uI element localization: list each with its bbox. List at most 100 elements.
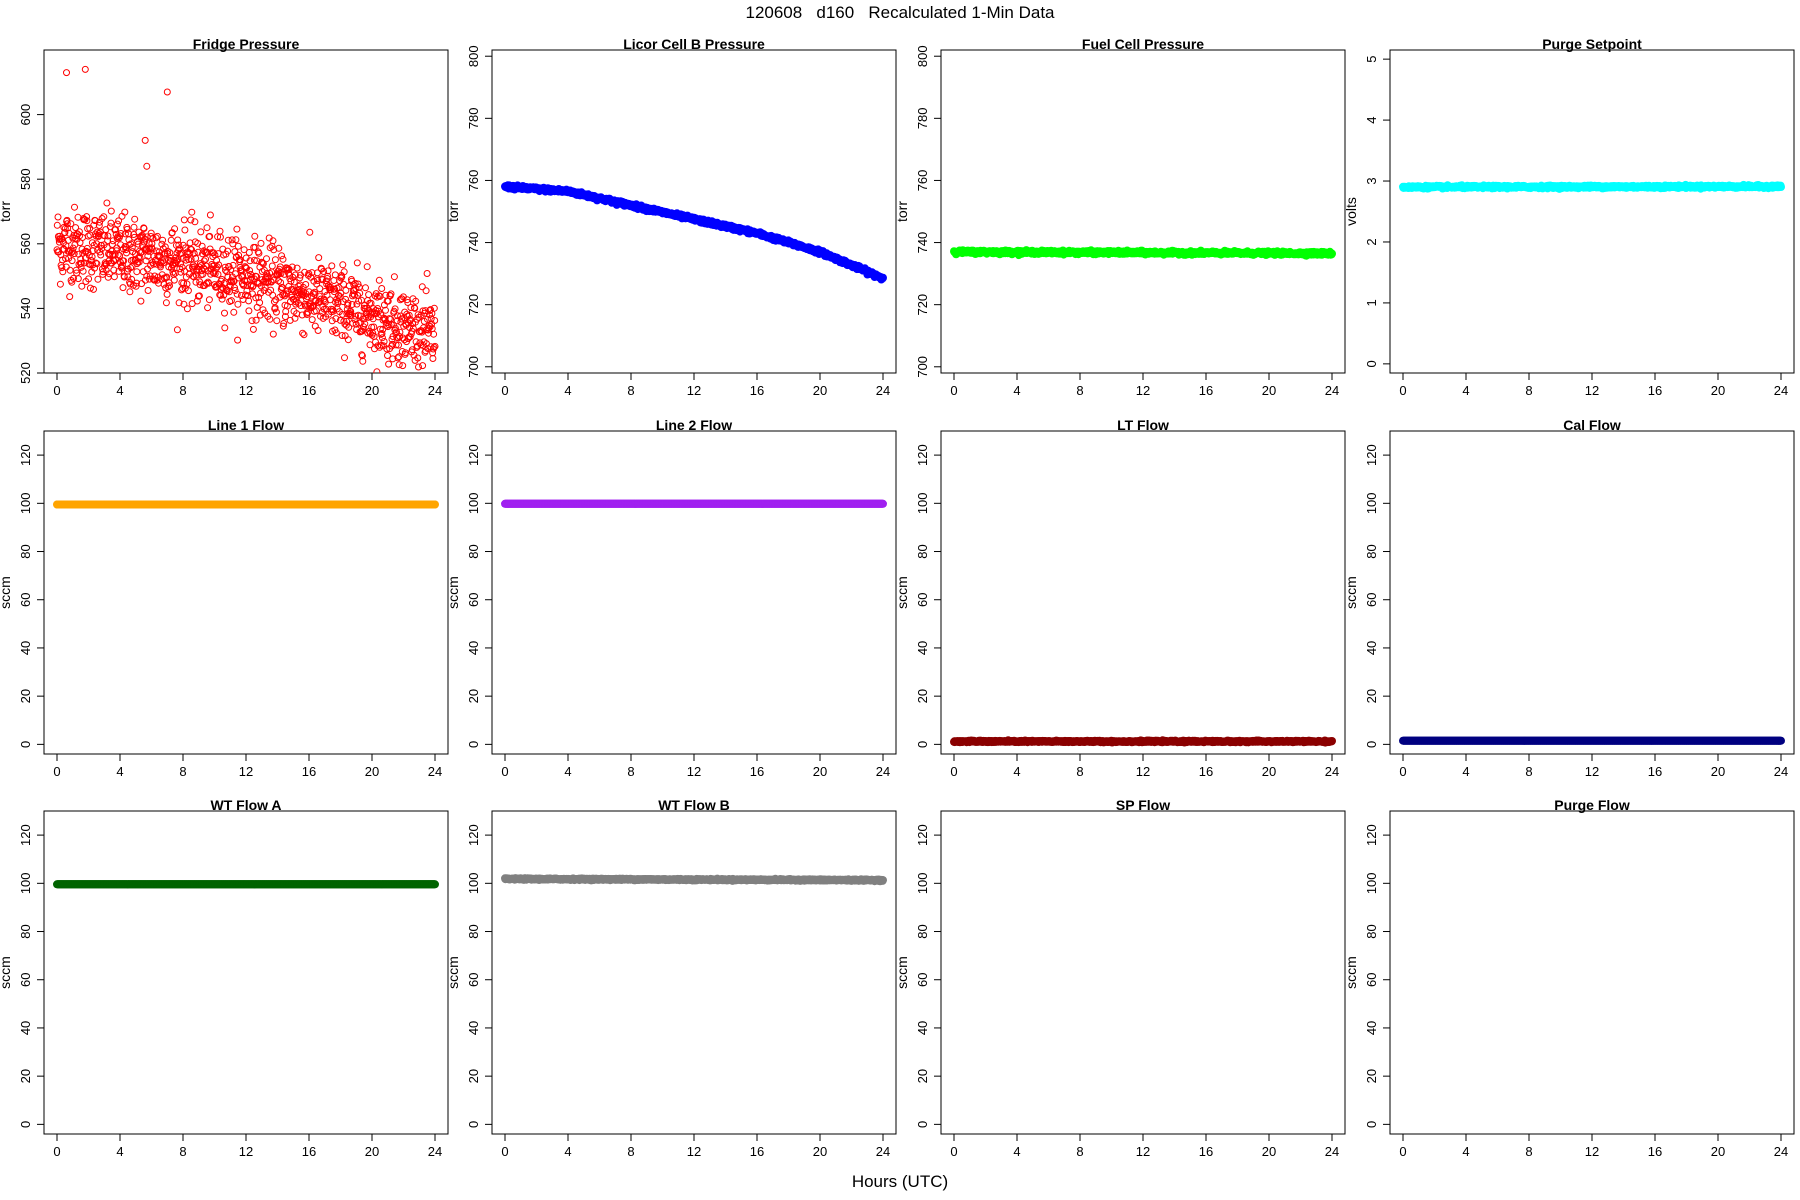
data-point	[252, 294, 260, 302]
data-point	[203, 224, 211, 232]
data-point	[415, 363, 422, 371]
y-tick-label: 5	[1364, 56, 1379, 63]
data-point	[61, 224, 69, 232]
data-point	[270, 246, 278, 254]
data-point	[366, 341, 374, 349]
panel-title: Line 2 Flow	[656, 417, 732, 433]
data-point-outlier	[63, 69, 70, 77]
data-point	[216, 233, 224, 241]
x-tick-label: 4	[564, 764, 571, 779]
data-point	[387, 290, 395, 298]
y-tick-label: 780	[466, 107, 481, 129]
data-point	[377, 330, 385, 338]
data-point	[332, 329, 340, 337]
data-point	[103, 244, 111, 251]
data-point	[270, 298, 278, 306]
data-point	[314, 327, 322, 334]
data-point	[314, 277, 322, 284]
x-tick-label: 16	[750, 383, 764, 398]
data-point	[378, 334, 386, 342]
data-point	[330, 277, 338, 284]
data-point	[353, 259, 361, 267]
data-point	[248, 317, 256, 325]
data-point	[320, 268, 328, 275]
y-tick-label: 520	[18, 362, 33, 384]
data-point	[218, 295, 226, 303]
data-point	[373, 368, 381, 373]
x-tick-label: 20	[813, 764, 827, 779]
data-point	[75, 228, 83, 236]
data-point	[241, 263, 249, 271]
data-point	[348, 301, 356, 308]
data-point	[197, 228, 205, 236]
data-point	[177, 260, 184, 268]
data-point	[255, 293, 263, 301]
data-point	[405, 311, 413, 319]
data-point	[168, 229, 176, 237]
y-tick-label: 20	[466, 689, 481, 703]
data-point	[280, 320, 288, 327]
data-point	[66, 266, 74, 274]
data-point	[305, 270, 313, 278]
data-point	[352, 312, 359, 320]
data-point	[118, 264, 126, 272]
y-axis-label: volts	[1343, 197, 1359, 226]
data-point	[418, 283, 426, 291]
data-point	[256, 311, 264, 319]
data-point	[120, 273, 128, 281]
data-point	[72, 224, 80, 232]
data-point	[249, 325, 257, 333]
data-point	[192, 254, 200, 262]
data-point	[326, 296, 334, 304]
y-tick-label: 780	[915, 107, 930, 129]
data-point	[284, 287, 292, 295]
data-point	[63, 220, 71, 228]
data-point	[308, 316, 316, 324]
data-point	[115, 217, 123, 225]
y-tick-label: 40	[18, 641, 33, 655]
data-point	[94, 275, 102, 283]
data-point	[83, 217, 91, 225]
data-point	[350, 287, 358, 294]
x-tick-label: 16	[1199, 383, 1213, 398]
data-point	[180, 300, 188, 308]
data-point	[419, 362, 427, 370]
data-point	[189, 272, 197, 280]
data-point	[393, 317, 401, 325]
data-point	[68, 257, 76, 265]
data-point	[200, 257, 208, 265]
data-point	[234, 300, 242, 308]
data-point	[351, 279, 359, 287]
data-point	[164, 247, 172, 255]
data-point	[297, 302, 305, 310]
data-point	[344, 299, 352, 307]
data-point	[407, 304, 415, 311]
data-point	[427, 306, 434, 314]
data-point	[214, 250, 222, 258]
data-point	[427, 343, 435, 351]
data-point	[250, 256, 258, 264]
data-point	[107, 207, 115, 215]
data-point	[337, 289, 345, 297]
data-point	[341, 354, 348, 362]
y-tick-label: 720	[466, 294, 481, 316]
data-point	[370, 323, 378, 331]
data-point	[114, 251, 122, 259]
data-point	[127, 240, 135, 248]
data-point	[345, 323, 353, 331]
data-point	[128, 263, 136, 271]
data-point	[245, 307, 253, 315]
data-point	[246, 267, 254, 274]
data-point	[387, 315, 395, 323]
y-tick-label: 80	[466, 544, 481, 558]
data-point	[128, 244, 136, 251]
data-point	[351, 316, 359, 324]
data-point	[344, 336, 352, 344]
y-tick-label: 800	[466, 45, 481, 67]
data-point	[372, 306, 380, 314]
data-point	[127, 264, 135, 272]
data-point	[399, 362, 407, 370]
data-point	[251, 232, 259, 240]
data-point	[271, 256, 279, 264]
